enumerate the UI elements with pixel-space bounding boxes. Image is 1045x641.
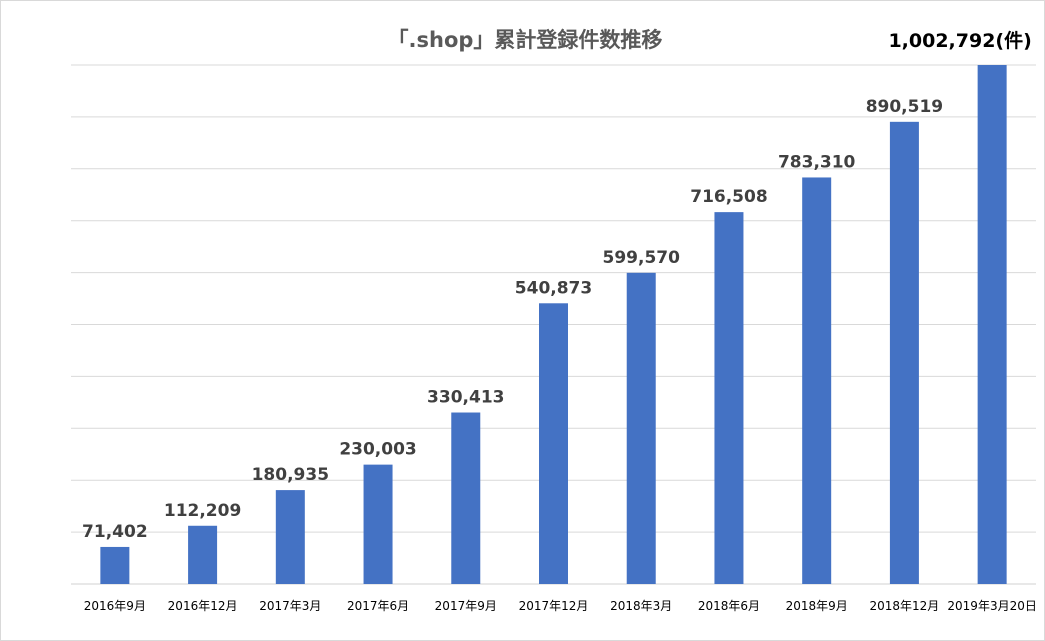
bar xyxy=(275,490,305,584)
x-tick-label: 2016年12月 xyxy=(168,599,238,613)
bar-value-label: 180,935 xyxy=(252,465,329,485)
bars xyxy=(100,65,1007,585)
x-tick-label: 2017年3月 xyxy=(259,599,321,613)
bar xyxy=(714,212,744,584)
bar-value-label: 71,402 xyxy=(82,522,148,542)
bar xyxy=(802,177,832,585)
data-labels: 71,402 112,209 180,935 230,003 330,413 540,87… xyxy=(82,29,1032,542)
x-tick-label: 2017年9月 xyxy=(435,599,497,613)
bar-value-label: 230,003 xyxy=(339,440,416,460)
x-tick-label: 2018年6月 xyxy=(698,599,760,613)
bar-value-label: 330,413 xyxy=(427,388,504,408)
bar-value-label: 716,508 xyxy=(690,187,767,207)
bar xyxy=(363,464,393,584)
x-tick-label: 2017年12月 xyxy=(519,599,589,613)
bar-value-label: 1,002,792(件) xyxy=(888,29,1031,52)
x-tick-label: 2016年9月 xyxy=(84,599,146,613)
bar-value-label: 599,570 xyxy=(603,248,681,268)
bar xyxy=(626,272,656,584)
x-tick-label: 2018年9月 xyxy=(786,599,848,613)
bar-value-label: 540,873 xyxy=(515,278,592,298)
bar-value-label: 783,310 xyxy=(778,152,856,172)
chart-title: 「.shop」累計登録件数推移 xyxy=(388,28,663,52)
bar-value-label: 890,519 xyxy=(866,97,943,117)
bar xyxy=(451,412,481,584)
bar xyxy=(977,65,1007,584)
x-tick-label: 2017年6月 xyxy=(347,599,409,613)
bar xyxy=(100,546,130,584)
x-tick-label: 2018年12月 xyxy=(870,599,940,613)
bar-value-label: 112,209 xyxy=(164,501,241,521)
x-axis-ticks: 2016年9月 2016年12月 2017年3月 2017年6月 2017年9月 2017… xyxy=(84,599,1037,613)
bar xyxy=(188,525,218,584)
x-tick-label: 2018年3月 xyxy=(610,599,672,613)
bar xyxy=(889,121,919,584)
x-tick-label: 2019年3月20日 xyxy=(947,599,1036,613)
bar xyxy=(539,303,568,584)
